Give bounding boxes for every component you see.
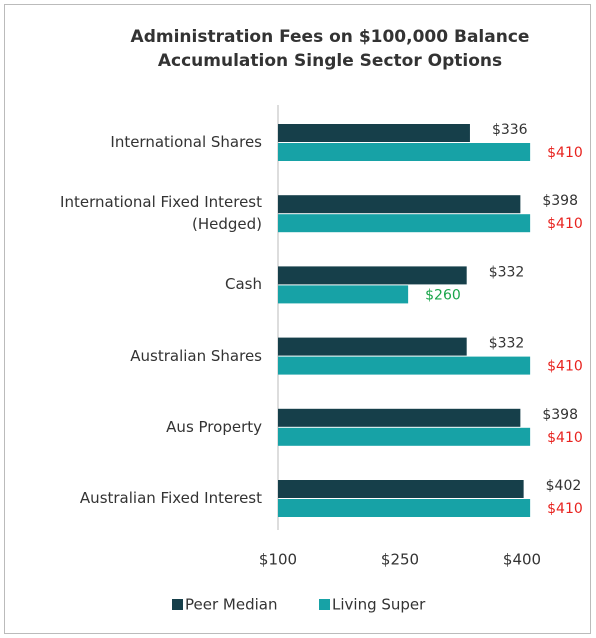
legend-label: Living Super [332,596,426,614]
category-label: Australian Fixed Interest [79,489,262,507]
bar [278,143,531,161]
value-label: $336 [492,122,528,138]
value-label: $398 [542,193,578,209]
bar [278,214,531,233]
category-label: International Fixed Interest (Hedged) [60,193,262,234]
value-label: $398 [542,407,578,423]
bar [278,408,521,427]
chart-subtitle: Accumulation Single Sector Options [158,51,502,71]
bar [278,499,531,517]
x-tick-label: $250 [381,551,419,569]
category-label: Australian Shares [130,346,262,365]
bar [278,124,470,142]
x-tick-label: $100 [259,551,297,569]
value-label: $402 [546,478,582,494]
bar [278,266,467,285]
bar [278,337,467,356]
bar [278,195,521,214]
bar [278,480,524,498]
value-label: $410 [547,145,583,161]
bar [278,427,531,446]
x-tick-label: $400 [503,551,541,569]
value-label: $410 [547,501,583,517]
value-label: $410 [547,359,583,375]
value-label: $260 [425,287,461,303]
legend-swatch [172,599,183,610]
legend-swatch [319,599,330,610]
value-label: $410 [547,430,583,446]
chart-title: Administration Fees on $100,000 Balance [131,27,530,47]
category-label: Cash [225,275,262,294]
bar [278,356,531,375]
value-label: $332 [489,264,525,280]
value-label: $410 [547,216,583,232]
legend-label: Peer Median [185,596,277,614]
category-label: International Shares [110,133,262,151]
category-label: Aus Property [166,417,262,436]
bar [278,285,409,304]
value-label: $332 [489,336,525,352]
frame [4,4,591,634]
